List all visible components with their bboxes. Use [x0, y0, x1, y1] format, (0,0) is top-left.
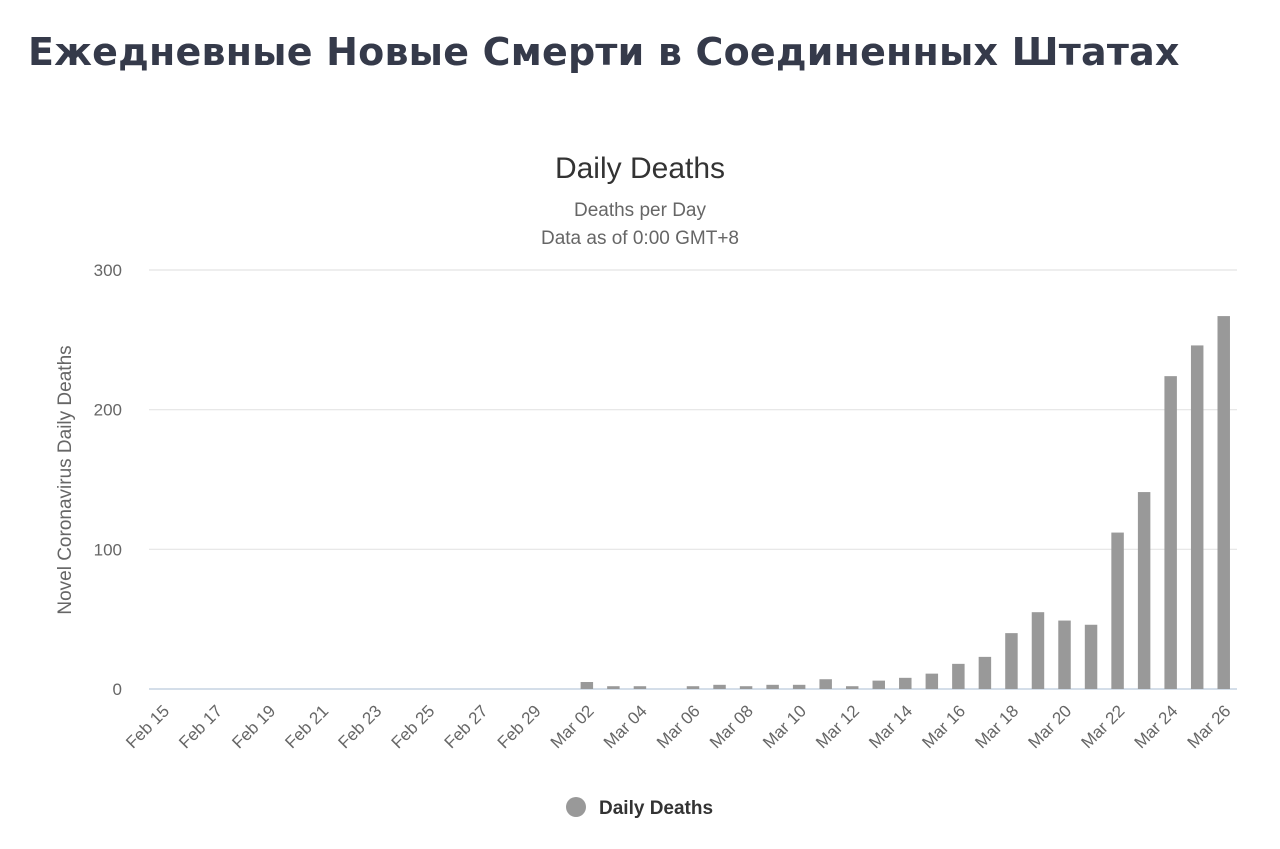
bar-mar-23[interactable] — [1137, 492, 1151, 689]
x-tick-label: Mar 16 — [918, 701, 969, 752]
x-tick-label: Feb 23 — [335, 701, 386, 752]
bar-mar-15[interactable] — [925, 673, 939, 689]
bar-mar-08[interactable] — [739, 686, 753, 689]
bar-mar-12[interactable] — [845, 686, 859, 689]
bar-mar-22[interactable] — [1111, 532, 1124, 689]
y-tick-label: 300 — [94, 261, 122, 280]
y-tick-label: 0 — [113, 680, 122, 699]
bar-mar-11[interactable] — [819, 679, 832, 689]
x-tick-labels: Feb 15 Feb 17 Feb 19 Feb 21 Feb 23 Feb 25 Feb … — [122, 701, 1234, 752]
x-tick-label: Mar 14 — [865, 701, 916, 752]
chart-subtitle-line-2: Data as of 0:00 GMT+8 — [541, 228, 739, 249]
bar-mar-07[interactable] — [713, 684, 726, 689]
legend[interactable]: Daily Deaths — [566, 797, 713, 819]
x-tick-label: Feb 21 — [281, 701, 332, 752]
bar-mar-21[interactable] — [1084, 624, 1098, 689]
x-tick-label: Mar 02 — [547, 701, 598, 752]
x-tick-label: Mar 06 — [653, 701, 704, 752]
gridlines — [149, 269, 1237, 690]
bar-mar-20[interactable] — [1058, 620, 1071, 689]
x-tick-label: Mar 18 — [971, 701, 1022, 752]
x-tick-label: Mar 20 — [1024, 701, 1075, 752]
x-tick-label: Feb 19 — [228, 701, 279, 752]
x-tick-label: Mar 04 — [600, 701, 651, 752]
y-tick-label: 100 — [94, 540, 122, 559]
bar-mar-10[interactable] — [792, 684, 806, 689]
bar-mar-02[interactable] — [580, 682, 594, 689]
x-tick-label: Mar 08 — [706, 701, 757, 752]
x-tick-label: Mar 10 — [759, 701, 810, 752]
legend-label[interactable]: Daily Deaths — [599, 798, 713, 819]
bar-mar-03[interactable] — [607, 686, 620, 689]
bar-mar-19[interactable] — [1031, 612, 1045, 689]
x-tick-label: Feb 29 — [494, 701, 545, 752]
x-tick-label: Feb 27 — [441, 701, 492, 752]
bar-mar-06[interactable] — [686, 686, 700, 689]
x-tick-label: Mar 12 — [812, 701, 863, 752]
bar-mar-14[interactable] — [899, 677, 912, 689]
x-tick-label: Mar 24 — [1131, 701, 1182, 752]
bar-mar-09[interactable] — [766, 684, 779, 689]
bar-mar-16[interactable] — [952, 663, 965, 689]
x-tick-label: Mar 26 — [1184, 701, 1235, 752]
bar-mar-25[interactable] — [1190, 345, 1204, 689]
bar-mar-17[interactable] — [978, 656, 992, 689]
x-tick-label: Feb 17 — [175, 701, 226, 752]
x-tick-label: Feb 25 — [388, 701, 439, 752]
legend-marker — [566, 797, 586, 817]
y-tick-label: 200 — [94, 401, 122, 420]
chart-subtitle-line-1: Deaths per Day — [574, 200, 707, 221]
chart-title: Daily Deaths — [555, 152, 725, 185]
x-tick-label: Mar 22 — [1078, 701, 1129, 752]
x-tick-label: Feb 15 — [122, 701, 173, 752]
bars — [580, 316, 1230, 689]
page-heading: Ежедневные Новые Смерти в Соединенных Шт… — [28, 30, 1180, 74]
y-tick-labels: 0 100 200 300 — [94, 261, 122, 699]
y-axis-label: Novel Coronavirus Daily Deaths — [55, 345, 76, 614]
bar-mar-24[interactable] — [1164, 376, 1177, 689]
bar-mar-13[interactable] — [872, 680, 885, 689]
bar-mar-18[interactable] — [1005, 633, 1018, 689]
bar-mar-04[interactable] — [633, 686, 647, 689]
bar-mar-26[interactable] — [1217, 316, 1230, 689]
